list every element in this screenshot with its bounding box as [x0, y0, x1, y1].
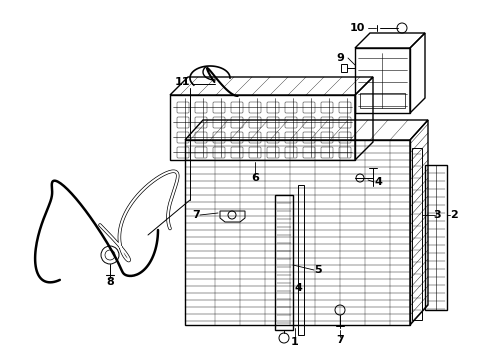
Bar	[355, 48, 410, 113]
Bar	[412, 148, 422, 320]
Bar	[425, 165, 447, 310]
Bar	[185, 140, 410, 325]
Text: 11: 11	[174, 77, 190, 87]
Bar	[275, 195, 293, 330]
Text: 10: 10	[349, 23, 365, 33]
Text: 2: 2	[450, 210, 458, 220]
Text: 6: 6	[251, 173, 259, 183]
Bar	[298, 185, 304, 335]
Text: 7: 7	[192, 210, 200, 220]
Text: 8: 8	[106, 277, 114, 287]
Text: 3: 3	[433, 210, 441, 220]
Text: 4: 4	[294, 283, 302, 293]
Text: 7: 7	[336, 335, 344, 345]
Bar	[360, 93, 405, 108]
Text: 1: 1	[291, 337, 299, 347]
Text: 5: 5	[314, 265, 322, 275]
Text: 9: 9	[336, 53, 344, 63]
Text: 4: 4	[374, 177, 382, 187]
Bar	[170, 95, 355, 160]
